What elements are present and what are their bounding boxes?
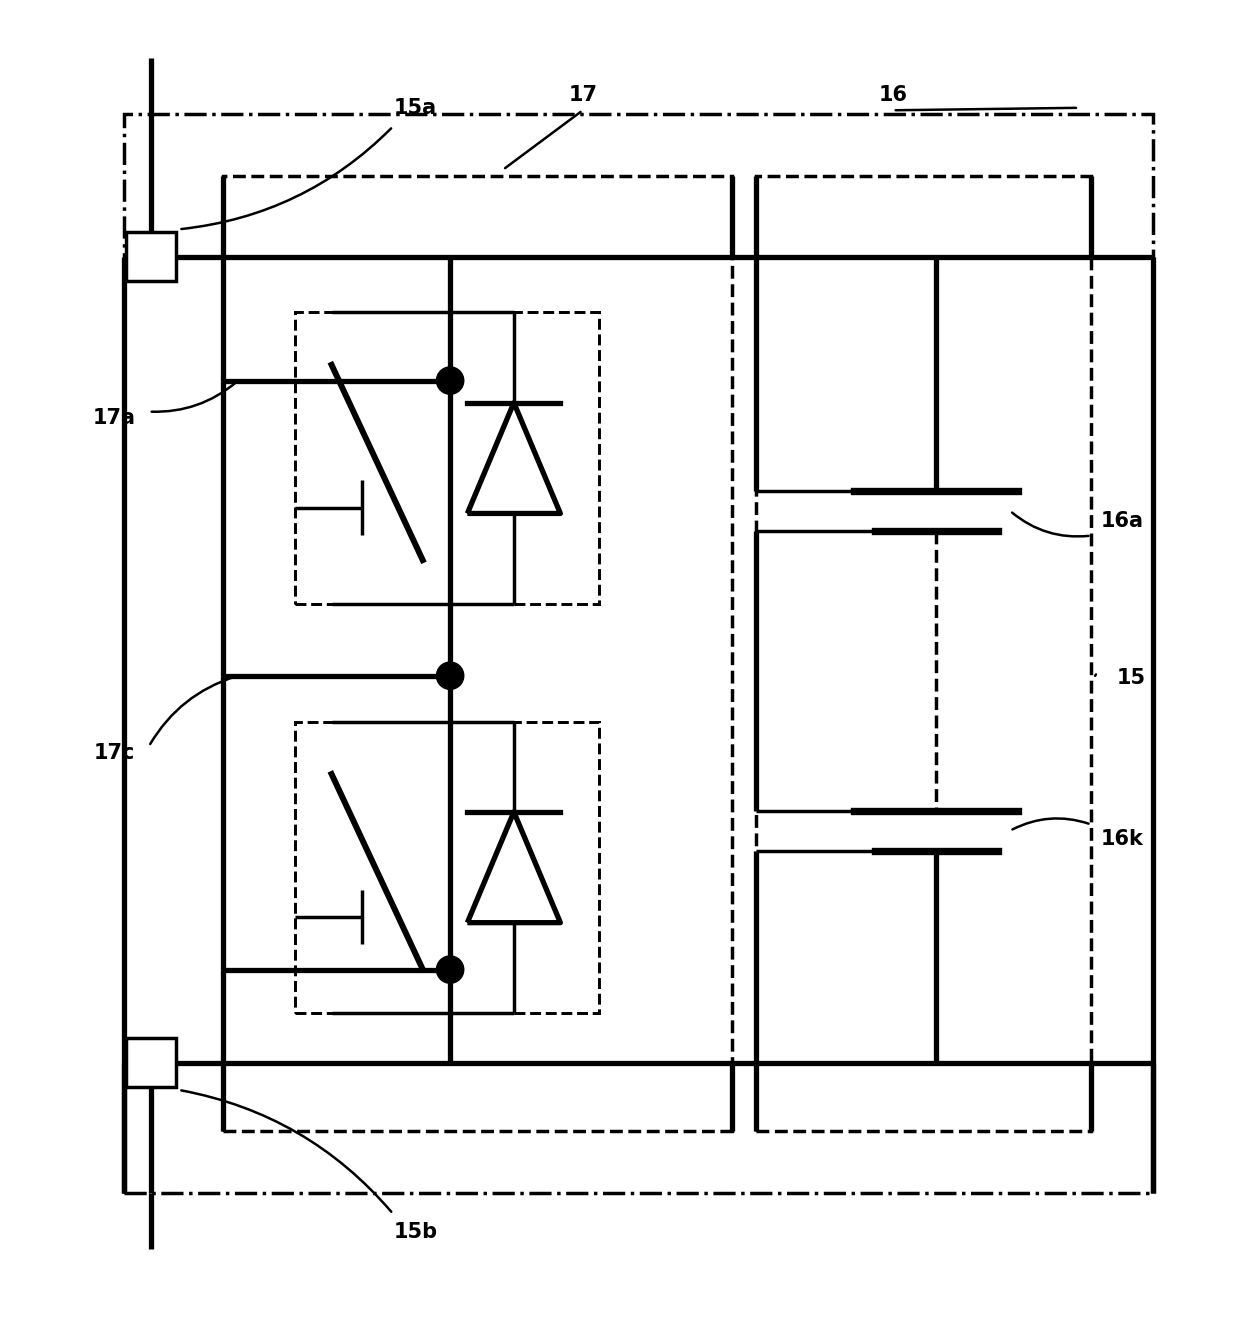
Text: 15a: 15a	[394, 98, 436, 118]
Text: 16: 16	[878, 86, 908, 105]
Bar	[126, 1038, 176, 1087]
Circle shape	[436, 367, 464, 394]
Text: 17: 17	[568, 86, 598, 105]
Text: 15b: 15b	[393, 1223, 438, 1242]
Bar	[124, 114, 1153, 1193]
Text: 17a: 17a	[93, 407, 135, 427]
Bar	[126, 231, 176, 281]
Text: 15: 15	[1116, 668, 1146, 688]
Text: 16k: 16k	[1101, 829, 1143, 849]
Text: 16a: 16a	[1101, 511, 1143, 531]
Bar	[223, 176, 732, 1130]
Text: 17c: 17c	[93, 743, 135, 762]
Bar	[295, 722, 599, 1013]
Bar	[295, 312, 599, 603]
Bar	[756, 176, 1091, 1130]
Circle shape	[436, 956, 464, 984]
Circle shape	[436, 663, 464, 689]
